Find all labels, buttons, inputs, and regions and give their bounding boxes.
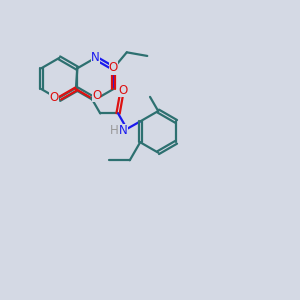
Text: O: O: [49, 92, 58, 104]
Text: O: O: [92, 88, 101, 101]
Text: N: N: [109, 62, 118, 75]
Text: O: O: [109, 61, 118, 74]
Text: O: O: [118, 84, 127, 97]
Text: N: N: [119, 124, 128, 137]
Text: N: N: [91, 51, 100, 64]
Text: H: H: [110, 124, 119, 137]
